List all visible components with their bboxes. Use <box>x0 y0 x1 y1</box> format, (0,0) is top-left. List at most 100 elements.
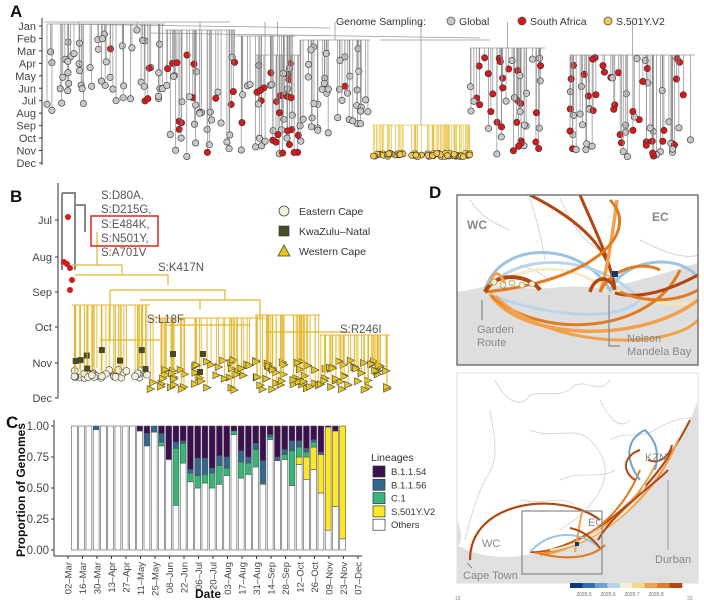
tip-marker <box>226 131 234 139</box>
tip-marker <box>324 129 332 137</box>
tip-marker <box>69 277 75 283</box>
western-cape-tip <box>332 374 341 383</box>
bar-segment-b-1-1-54 <box>158 425 165 434</box>
bar-segment-s-501y-v2 <box>339 425 346 540</box>
tip-marker <box>268 81 276 89</box>
tip-marker <box>467 107 475 115</box>
western-cape-tip <box>371 366 380 375</box>
bar-segment-b-1-1-56 <box>92 425 100 431</box>
tip-marker <box>450 150 458 158</box>
western-cape-tip <box>237 364 247 373</box>
tip-marker <box>364 108 372 116</box>
panel-b-legend: Eastern Cape KwaZulu–Natal Western Cape <box>277 205 370 258</box>
panel-a-legend: Genome Sampling: Global South Africa S.5… <box>336 16 665 28</box>
bar-segment-others <box>85 425 93 551</box>
western-cape-tip <box>352 364 361 373</box>
western-cape-tip <box>149 378 158 387</box>
tip-marker <box>609 74 617 82</box>
tip-marker <box>178 98 186 106</box>
tip-marker <box>225 145 233 153</box>
colorbar-tick-label: 2020.6 <box>600 592 616 598</box>
mutation-n501y: S:N501Y, <box>101 233 149 245</box>
colorbar-segment <box>644 583 658 588</box>
bar-segment-others <box>114 425 122 551</box>
tip-marker <box>370 152 377 160</box>
western-cape-tip <box>268 365 278 374</box>
tip-marker <box>578 121 586 129</box>
tip-marker <box>203 148 211 156</box>
tip-marker <box>679 91 687 99</box>
bar-segment-b-1-1-54 <box>266 425 274 435</box>
tip-marker <box>47 48 55 56</box>
legend-s501yv2: S.501Y.V2 <box>616 16 665 28</box>
tip-marker <box>296 122 304 130</box>
mutation-a701v: S:A701V <box>101 247 147 259</box>
tip-marker <box>515 142 523 150</box>
kwazulu-natal-tip <box>138 347 145 354</box>
western-cape-tip <box>191 379 200 388</box>
tip-marker <box>459 153 467 161</box>
tip-marker <box>537 62 545 70</box>
tip-marker <box>362 96 370 104</box>
tip-marker <box>499 84 507 92</box>
label-cape-town: Cape Town <box>463 570 518 582</box>
tip-marker <box>119 94 127 102</box>
legend-swatch <box>372 505 386 518</box>
panel-c-label: C <box>6 413 18 432</box>
legend-label: C.1 <box>391 494 406 505</box>
panel-b-phylogeny: B Jul Aug Sep Oct Nov Dec S:D80A, S:D215G, S:… <box>10 183 392 405</box>
tip-marker <box>310 100 318 108</box>
panel-c-lineage-chart: C Proportion of Genomes Date 0.00 0.25 0.5… <box>6 413 435 601</box>
month-tick-label: Sep <box>32 287 52 299</box>
tip-marker <box>155 69 163 77</box>
western-cape-tip <box>252 357 261 366</box>
tip-marker <box>279 149 287 157</box>
tip-marker <box>675 124 683 132</box>
panel-d-label: D <box>429 183 441 202</box>
tip-marker <box>600 68 608 76</box>
bar-segment-b-1-1-54 <box>332 425 339 432</box>
tip-marker <box>357 120 365 128</box>
kwazulu-natal-marker-icon <box>278 225 290 237</box>
tip-marker <box>144 95 152 103</box>
tip-marker <box>173 59 181 67</box>
tip-marker <box>183 152 191 160</box>
panel-b-label: B <box>10 187 22 206</box>
tip-marker <box>75 60 83 68</box>
month-tick-label: Jan <box>18 21 36 33</box>
x-tick-label: 26–Oct <box>310 562 321 593</box>
kwazulu-natal-tip <box>197 369 203 375</box>
tip-marker <box>229 88 237 96</box>
western-cape-tip <box>170 380 179 389</box>
western-cape-tip <box>177 385 187 393</box>
tip-marker <box>192 101 200 109</box>
legend-global: Global <box>459 16 489 28</box>
tip-marker <box>629 107 637 115</box>
tip-marker <box>285 141 293 149</box>
x-tick-label: 31–Aug <box>252 562 263 595</box>
tip-marker <box>107 45 115 53</box>
kwazulu-natal-tip <box>200 351 206 357</box>
legend-label: S.501Y.V2 <box>391 507 435 518</box>
bar-segment-b-1-1-54 <box>324 425 332 428</box>
tip-marker <box>294 131 302 139</box>
western-cape-tip <box>191 368 201 377</box>
tip-marker <box>283 134 291 142</box>
tip-marker <box>493 150 501 158</box>
month-tick-label: Mar <box>17 46 36 58</box>
x-tick-label: 09–Nov <box>325 562 336 595</box>
kwazulu-natal-tip <box>77 357 84 364</box>
x-tick-label: 07–Dec <box>354 562 365 595</box>
western-cape-tip <box>336 377 346 386</box>
mutation-e484k: S:E484K, <box>101 219 150 231</box>
tip-marker <box>497 133 505 141</box>
western-cape-tip <box>344 380 353 389</box>
tip-marker <box>484 124 492 132</box>
western-cape-tip <box>258 385 268 394</box>
western-cape-tip <box>357 369 367 378</box>
western-cape-tip <box>192 361 202 370</box>
western-cape-tip <box>306 382 315 391</box>
tip-marker <box>237 146 245 154</box>
colorbar-segment <box>607 583 621 588</box>
